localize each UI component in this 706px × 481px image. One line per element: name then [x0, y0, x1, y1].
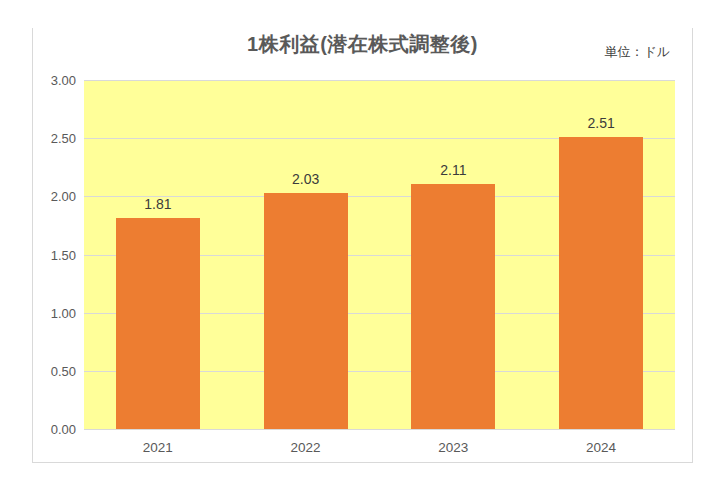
x-tick-label: 2023 [380, 436, 528, 455]
bar-series: 1.81 2.03 2.11 2.51 [84, 80, 675, 429]
x-tick-label: 2022 [232, 436, 380, 455]
plot-area: 1.81 2.03 2.11 2.51 [84, 80, 675, 430]
chart-title: 1株利益(潜在株式調整後) [33, 31, 692, 58]
y-tick-label: 2.00 [51, 189, 76, 204]
bar-value-label: 2.51 [588, 115, 615, 131]
bar-slot: 1.81 [84, 80, 232, 429]
bar [559, 137, 643, 429]
bar [116, 218, 200, 429]
y-tick-label: 3.00 [51, 73, 76, 88]
bar-slot: 2.51 [527, 80, 675, 429]
y-tick-label: 1.00 [51, 305, 76, 320]
bar [411, 184, 495, 429]
bar-slot: 2.03 [232, 80, 380, 429]
bar-value-label: 1.81 [144, 196, 171, 212]
y-tick-label: 0.00 [51, 422, 76, 437]
y-tick-label: 2.50 [51, 131, 76, 146]
x-axis: 2021202220232024 [84, 436, 675, 455]
x-tick-label: 2024 [527, 436, 675, 455]
y-tick-label: 1.50 [51, 247, 76, 262]
unit-label: 単位：ドル [604, 43, 670, 61]
chart-canvas: 1株利益(潜在株式調整後) 単位：ドル 1.81 2.03 2.11 2.51 0.0… [0, 0, 706, 481]
bar-value-label: 2.11 [440, 162, 466, 178]
bar-slot: 2.11 [380, 80, 528, 429]
chart-frame: 1株利益(潜在株式調整後) 単位：ドル 1.81 2.03 2.11 2.51 0.0… [32, 28, 693, 463]
y-tick-label: 0.50 [51, 363, 76, 378]
x-tick-label: 2021 [84, 436, 232, 455]
y-axis: 0.000.501.001.502.002.503.00 [33, 80, 76, 429]
bar [264, 193, 348, 429]
bar-value-label: 2.03 [292, 171, 319, 187]
